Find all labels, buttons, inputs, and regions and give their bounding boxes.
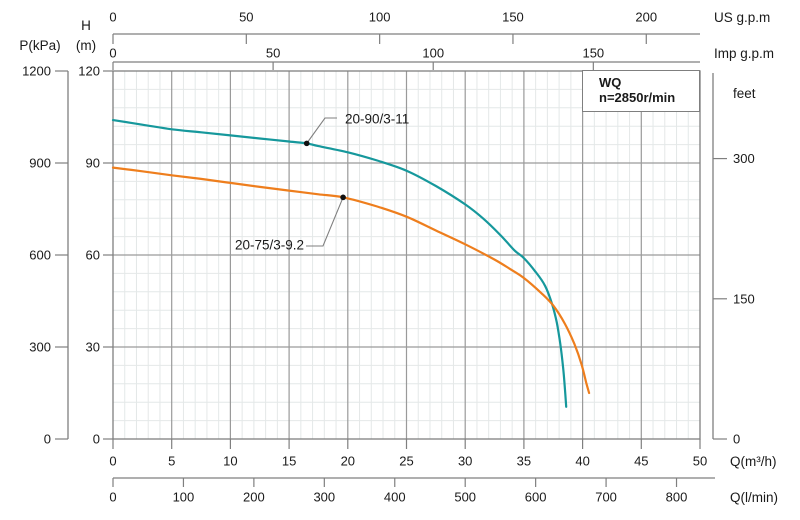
- tick-label: 500: [454, 490, 476, 505]
- curve-line-20-90-3-11: [111, 119, 568, 408]
- imp-gpm-axis-title: Imp g.p.m: [714, 46, 775, 61]
- tick-label: 300: [313, 490, 335, 505]
- curve-line-20-75-3-9-2: [111, 166, 591, 395]
- model-speed-box: WQ n=2850r/min: [582, 70, 700, 112]
- us-gpm-axis-title: US g.p.m: [714, 10, 771, 25]
- tick-label: 100: [422, 46, 444, 61]
- tick-label: 300: [29, 340, 51, 355]
- tick-label: 50: [693, 454, 707, 469]
- tick-label: 100: [173, 490, 195, 505]
- feet-axis: 0 150 300: [712, 73, 755, 447]
- pump-curve-20-90-3-11: 20-90/3-11: [111, 112, 568, 408]
- label-leader-line: [306, 117, 337, 144]
- q-lmin-axis: 0 100 200 300 400 500 600 700 800: [109, 477, 715, 505]
- tick-label: 45: [634, 454, 648, 469]
- tick-label: 600: [29, 248, 51, 263]
- tick-label: 50: [239, 10, 253, 25]
- curve-label-20-75-3-9-2: 20-75/3-9.2: [235, 238, 304, 253]
- tick-label: 60: [86, 248, 100, 263]
- label-leader-line: [306, 197, 344, 247]
- tick-label: 25: [399, 454, 413, 469]
- tick-label: 900: [29, 156, 51, 171]
- tick-label: 150: [582, 46, 604, 61]
- tick-label: 90: [86, 156, 100, 171]
- tick-label: 10: [223, 454, 237, 469]
- tick-label: 150: [733, 291, 755, 306]
- tick-label: 35: [517, 454, 531, 469]
- p-kpa-axis-title: P(kPa): [19, 38, 61, 53]
- feet-axis-title: feet: [733, 86, 756, 101]
- tick-label: 150: [502, 10, 524, 25]
- model-series-text: WQ: [599, 75, 622, 90]
- curve-marker-dot: [340, 194, 346, 201]
- q-lmin-axis-title: Q(l/min): [730, 490, 778, 505]
- tick-label: 800: [666, 490, 688, 505]
- p-kpa-axis: 0 300 600 900 1200: [22, 64, 69, 447]
- tick-label: 30: [86, 340, 100, 355]
- tick-label: 50: [266, 46, 280, 61]
- tick-label: 20: [341, 454, 355, 469]
- tick-label: 40: [575, 454, 589, 469]
- curve-label-20-90-3-11: 20-90/3-11: [345, 112, 409, 127]
- q-m3h-axis: 0 5 10 15 20 25 30 35 40 45 50: [109, 439, 707, 469]
- tick-label: 0: [44, 432, 51, 447]
- h-axis: 0 30 60 90 120: [78, 64, 113, 447]
- tick-label: 300: [733, 151, 755, 166]
- tick-label: 0: [109, 46, 116, 61]
- speed-text: n=2850r/min: [599, 90, 676, 105]
- h-axis-unit: (m): [75, 38, 97, 53]
- h-axis-title: H: [81, 18, 91, 33]
- tick-label: 5: [168, 454, 175, 469]
- tick-label: 30: [458, 454, 472, 469]
- tick-label: 0: [109, 454, 116, 469]
- tick-label: 0: [109, 10, 116, 25]
- pump-curve-20-75-3-9-2: 20-75/3-9.2: [111, 166, 591, 395]
- q-m3h-axis-title: Q(m³/h): [730, 454, 777, 469]
- tick-label: 15: [282, 454, 296, 469]
- tick-label: 1200: [22, 64, 51, 79]
- major-gridlines: [113, 71, 700, 439]
- curve-marker-dot: [303, 140, 310, 147]
- tick-label: 200: [243, 490, 265, 505]
- tick-label: 0: [93, 432, 100, 447]
- us-gpm-axis: 0 50 100 150 200: [109, 10, 700, 44]
- tick-label: 600: [525, 490, 547, 505]
- tick-label: 0: [109, 490, 116, 505]
- imp-gpm-axis: 0 50 100 150: [109, 46, 700, 70]
- tick-label: 400: [384, 490, 406, 505]
- tick-label: 120: [78, 64, 100, 79]
- tick-label: 200: [635, 10, 657, 25]
- tick-label: 100: [369, 10, 391, 25]
- tick-label: 700: [595, 490, 617, 505]
- tick-label: 0: [733, 432, 740, 447]
